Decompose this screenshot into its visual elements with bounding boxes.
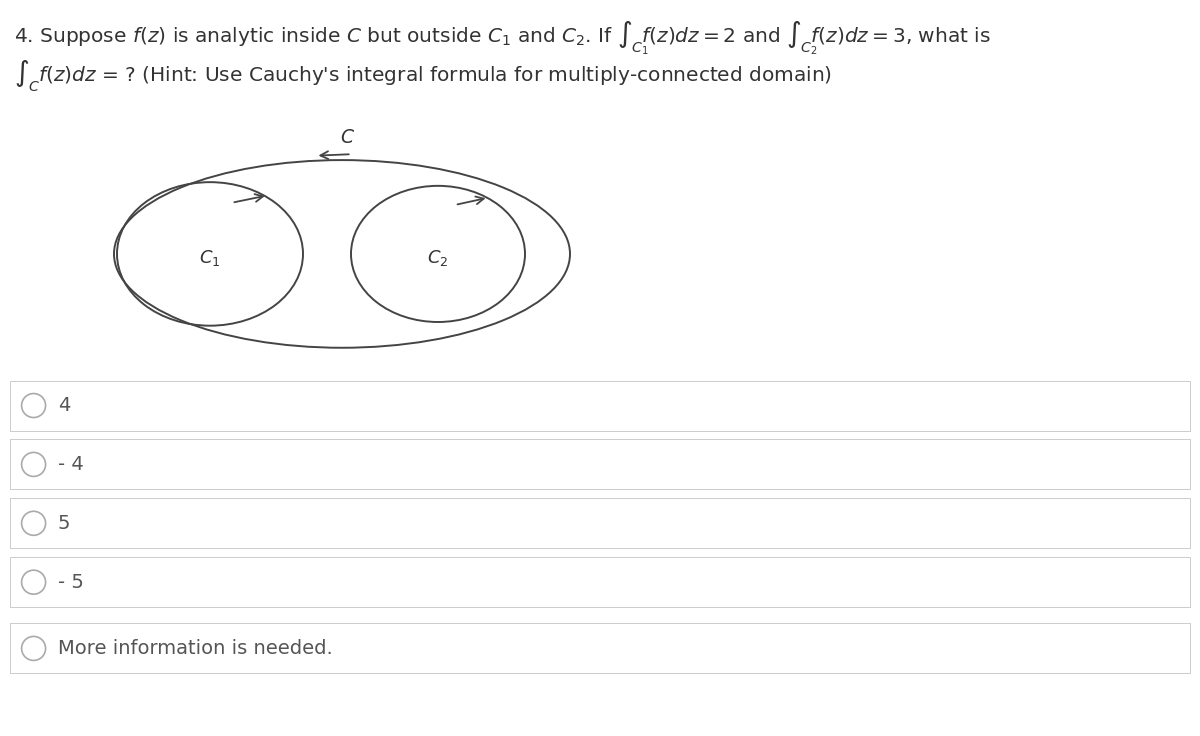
Text: $C$: $C$ (341, 128, 355, 147)
FancyBboxPatch shape (10, 381, 1190, 431)
Text: 4. Suppose $f(z)$ is analytic inside $C$ but outside $C_1$ and $C_2$. If $\int_{: 4. Suppose $f(z)$ is analytic inside $C$… (14, 18, 991, 57)
Text: 5: 5 (58, 514, 70, 533)
FancyBboxPatch shape (10, 557, 1190, 607)
Text: More information is needed.: More information is needed. (58, 639, 332, 658)
Text: - 5: - 5 (58, 573, 84, 592)
FancyBboxPatch shape (10, 623, 1190, 673)
Text: 4: 4 (58, 396, 70, 415)
FancyBboxPatch shape (10, 498, 1190, 548)
Text: $C_1$: $C_1$ (199, 247, 221, 268)
FancyBboxPatch shape (10, 439, 1190, 489)
Text: - 4: - 4 (58, 455, 83, 474)
Text: $\int_C f(z)dz$ = ? (Hint: Use Cauchy's integral formula for multiply-connected : $\int_C f(z)dz$ = ? (Hint: Use Cauchy's … (14, 57, 833, 93)
Text: $C_2$: $C_2$ (427, 247, 449, 268)
